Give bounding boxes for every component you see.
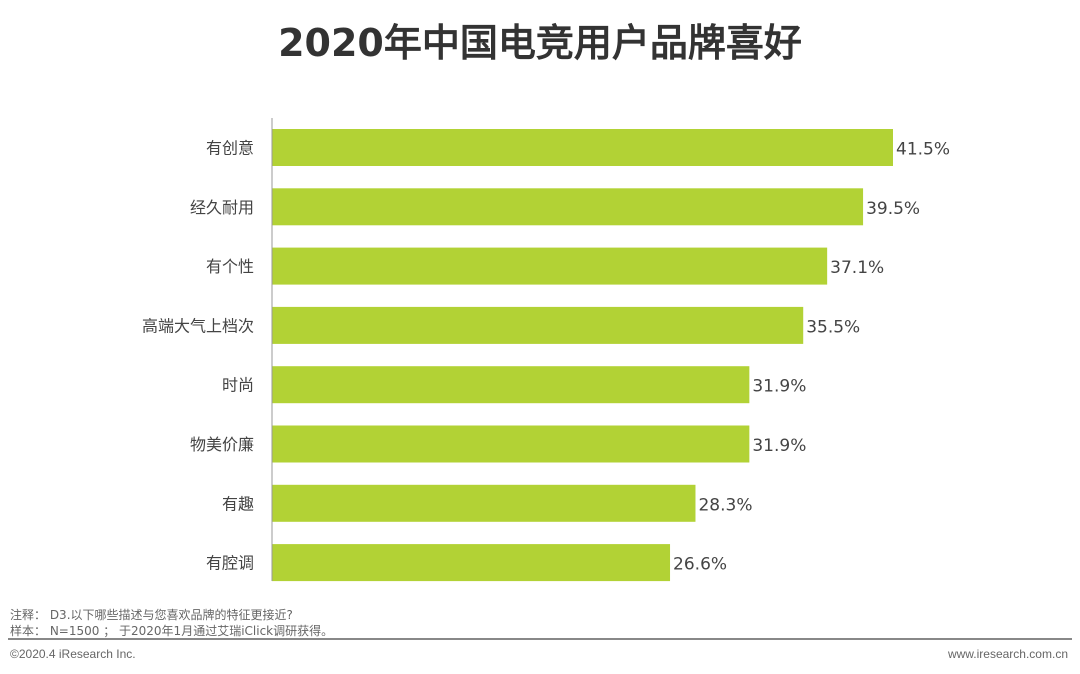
value-label: 35.5%	[806, 317, 860, 337]
category-label: 经久耐用	[190, 198, 254, 217]
bar	[272, 247, 828, 285]
bar	[272, 544, 671, 582]
value-label: 41.5%	[896, 140, 950, 160]
footer-divider	[8, 638, 1072, 640]
category-label: 有个性	[206, 257, 254, 276]
bar	[272, 484, 696, 522]
sample-text: 样本： N=1500 ； 于2020年1月通过艾瑞iClick调研获得。	[10, 624, 334, 638]
value-label: 31.9%	[752, 436, 806, 456]
bar	[272, 366, 750, 404]
copyright: ©2020.4 iResearch Inc.	[10, 647, 136, 661]
value-label: 31.9%	[752, 377, 806, 397]
website: www.iresearch.com.cn	[947, 647, 1068, 661]
bar-chart: 有创意 41.5% 经久耐用 39.5% 有个性 37.1% 高端大气上档次 35.5% 时尚 3…	[142, 118, 950, 582]
note-text: 注释： D3.以下哪些描述与您喜欢品牌的特征更接近?	[10, 608, 293, 622]
bar	[272, 188, 864, 226]
category-label: 物美价廉	[190, 435, 254, 454]
bar	[272, 306, 804, 344]
category-label: 有腔调	[206, 554, 254, 573]
category-label: 时尚	[222, 376, 254, 395]
value-label: 28.3%	[698, 495, 752, 515]
chart-title: 2020年中国电竞用户品牌喜好	[278, 21, 802, 65]
value-label: 39.5%	[866, 199, 920, 219]
bar	[272, 425, 750, 463]
category-label: 有趣	[222, 494, 254, 513]
value-label: 37.1%	[830, 258, 884, 278]
bar	[272, 129, 893, 166]
value-label: 26.6%	[673, 555, 727, 575]
category-label: 高端大气上档次	[142, 316, 254, 335]
category-label: 有创意	[206, 139, 254, 158]
